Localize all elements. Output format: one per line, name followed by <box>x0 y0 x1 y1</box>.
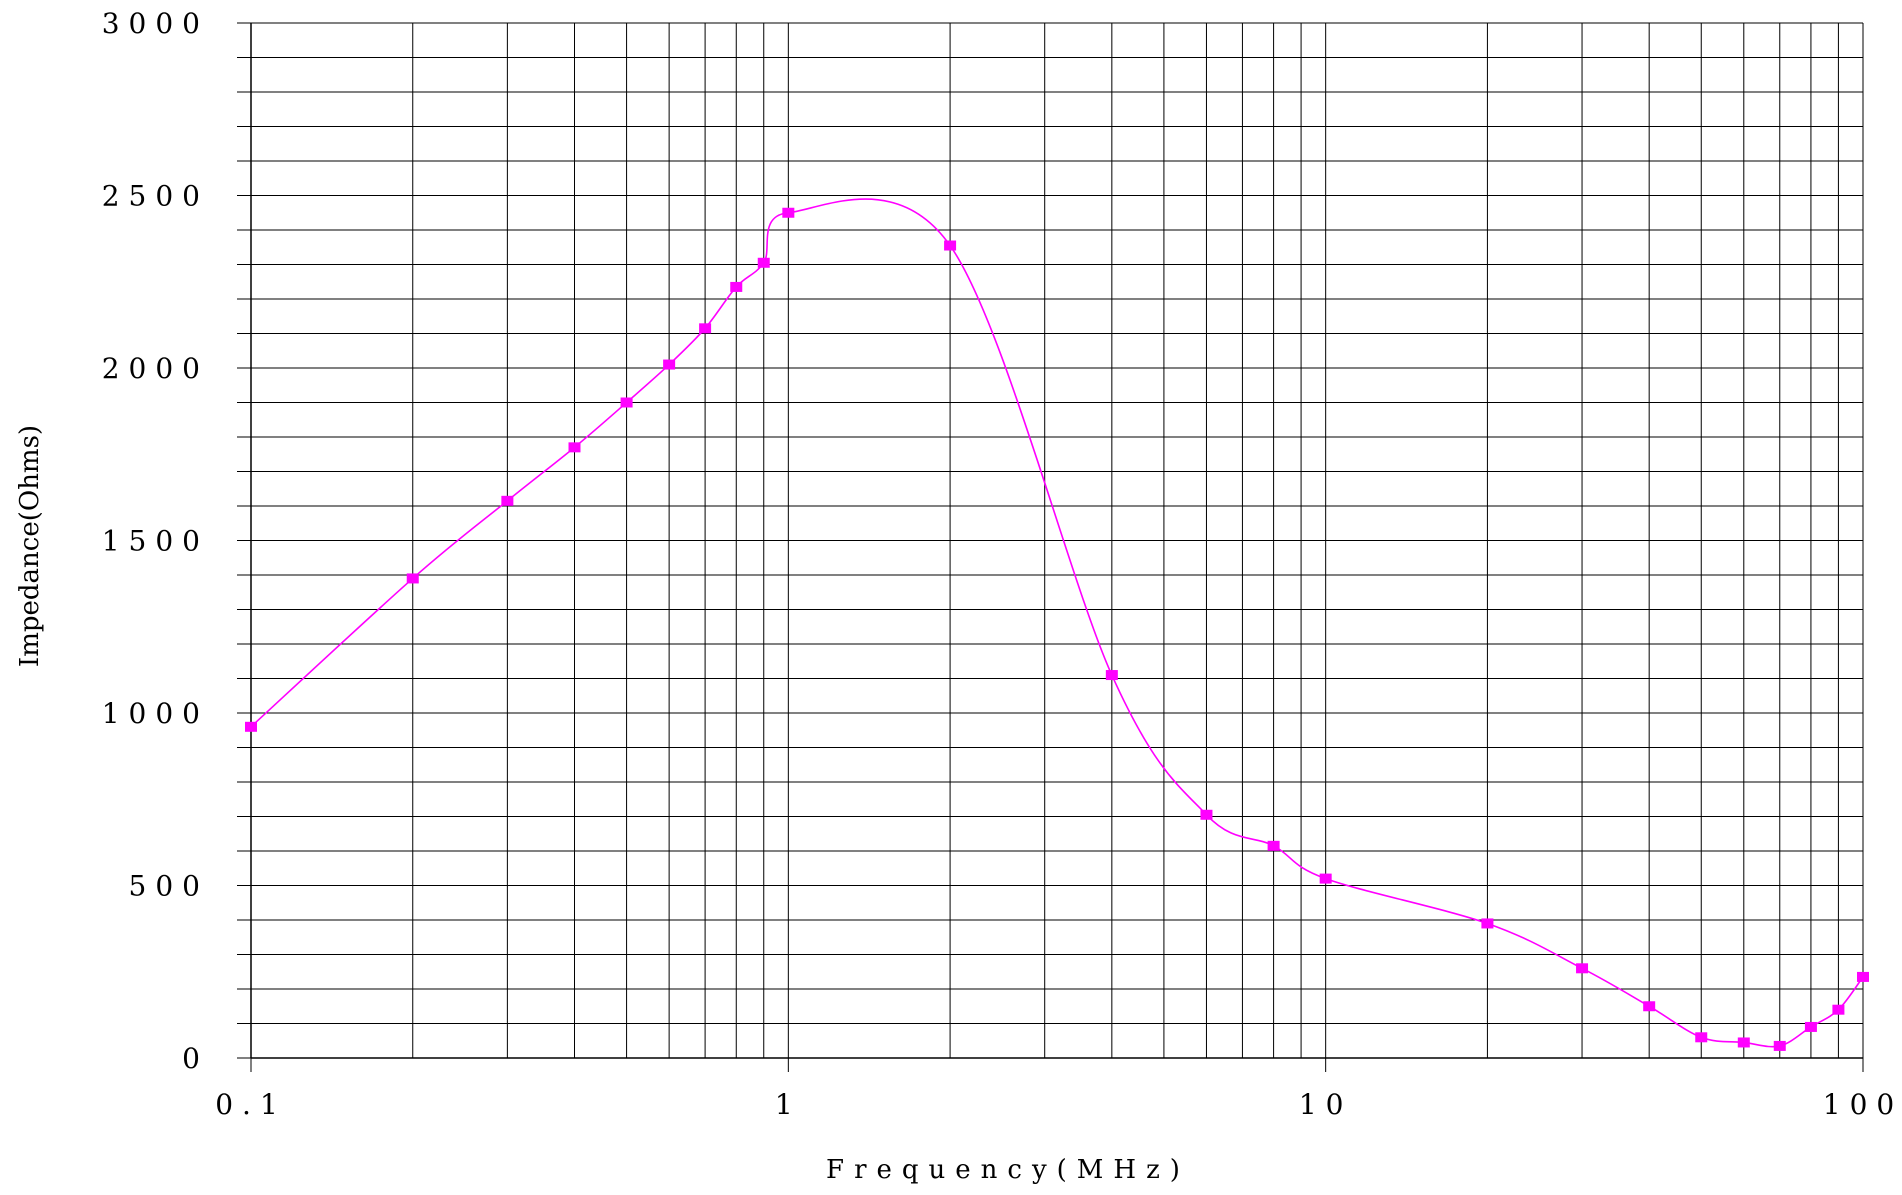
tick-labels: 0 500 1000 1500 2000 2500 3000 0.1 1 10 100 <box>102 7 1902 1121</box>
y-axis-label: Impedance(Ohms) <box>15 425 45 667</box>
x-tick-label: 1 <box>775 1088 802 1121</box>
grid <box>237 22 1864 1072</box>
data-point <box>699 323 712 334</box>
data-point <box>501 495 514 506</box>
data-point <box>1737 1037 1750 1048</box>
data-point <box>663 359 676 370</box>
y-tick-label: 3000 <box>102 7 209 40</box>
y-tick-label: 2500 <box>102 180 209 213</box>
x-tick-label: 100 <box>1823 1088 1902 1121</box>
data-point <box>406 573 419 584</box>
data-point <box>568 442 581 453</box>
data-point <box>944 240 957 251</box>
data-point <box>1643 1001 1656 1012</box>
y-tick-label: 2000 <box>102 352 209 385</box>
data-point <box>1105 670 1118 681</box>
data-point <box>730 281 743 292</box>
x-tick-label: 0.1 <box>215 1088 287 1121</box>
data-point <box>1773 1040 1786 1051</box>
data-point <box>757 257 770 268</box>
data-point <box>1804 1021 1817 1032</box>
x-axis-label: Frequency(MHz) <box>826 1155 1190 1185</box>
y-tick-label: 1000 <box>102 697 209 730</box>
data-point <box>1319 873 1332 884</box>
data-point <box>1695 1032 1708 1043</box>
data-point <box>1481 918 1494 929</box>
data-point <box>782 207 795 218</box>
data-point <box>1200 809 1213 820</box>
data-series <box>245 198 1869 1051</box>
series-line <box>250 198 1864 1048</box>
y-tick-label: 1500 <box>102 525 209 558</box>
data-point <box>1576 963 1589 974</box>
data-point <box>1267 840 1280 851</box>
x-tick-label: 10 <box>1299 1088 1353 1121</box>
data-point <box>620 397 633 408</box>
data-point <box>1857 971 1869 982</box>
y-tick-label: 0 <box>182 1042 209 1075</box>
y-tick-label: 500 <box>129 870 209 903</box>
data-point <box>245 721 257 732</box>
data-point <box>1832 1004 1845 1015</box>
